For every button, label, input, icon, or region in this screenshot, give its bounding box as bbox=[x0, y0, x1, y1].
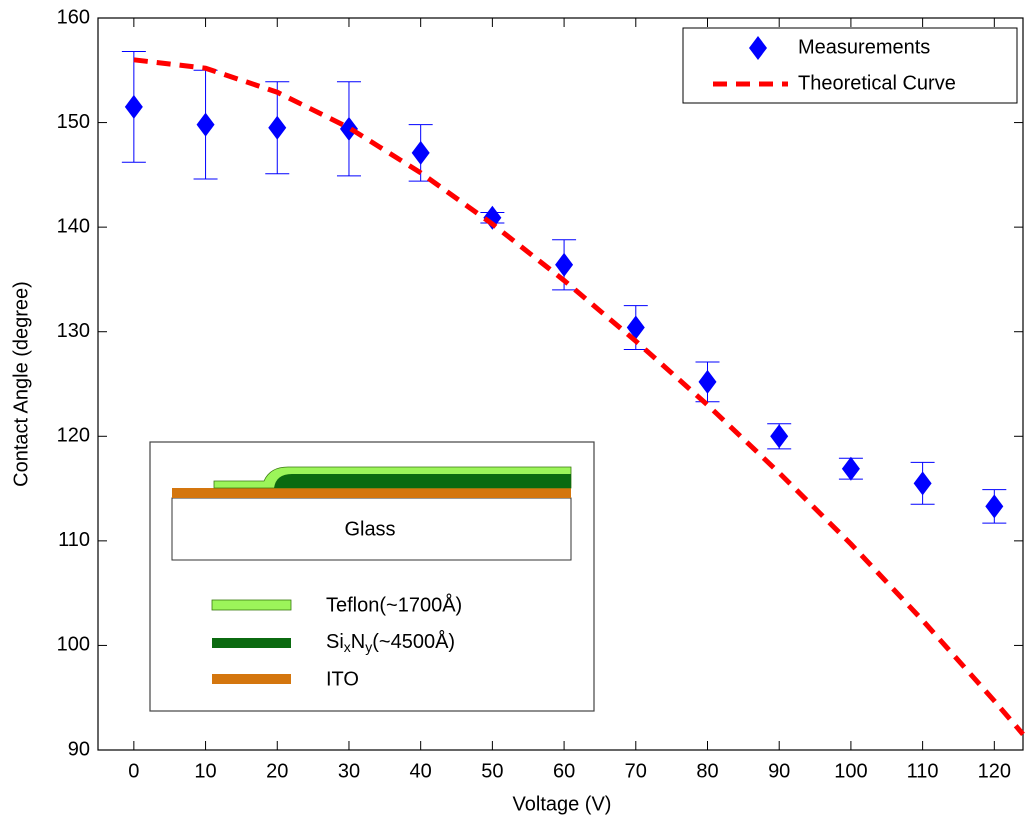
marker bbox=[841, 456, 860, 481]
x-tick-label: 50 bbox=[481, 760, 503, 782]
label-part: Si bbox=[326, 631, 344, 653]
label-part: N bbox=[351, 631, 365, 653]
y-tick-label: 160 bbox=[57, 6, 90, 28]
marker bbox=[555, 252, 574, 277]
marker bbox=[698, 369, 717, 394]
y-tick-label: 150 bbox=[57, 111, 90, 133]
legend-label: Theoretical Curve bbox=[798, 72, 956, 94]
x-tick-label: 100 bbox=[834, 760, 867, 782]
y-tick-label: 90 bbox=[68, 738, 90, 760]
y-tick-label: 110 bbox=[58, 529, 90, 551]
marker bbox=[626, 315, 645, 340]
plot-frame bbox=[97, 17, 1024, 751]
label-part: (~4500Å) bbox=[372, 630, 455, 653]
x-tick-label: 110 bbox=[907, 760, 939, 782]
x-tick-label: 40 bbox=[410, 760, 432, 782]
x-tick-label: 30 bbox=[338, 760, 360, 782]
teflon-swatch bbox=[211, 599, 292, 611]
ito-swatch bbox=[212, 674, 291, 684]
x-tick-label: 70 bbox=[625, 760, 647, 782]
legend-box bbox=[682, 27, 1018, 104]
label-sub: x bbox=[344, 639, 351, 655]
y-tick-label: 100 bbox=[57, 634, 90, 656]
marker bbox=[196, 112, 215, 137]
x-tick-label: 0 bbox=[128, 760, 139, 782]
theory-curve bbox=[133, 57, 1025, 736]
legend-marker bbox=[749, 36, 767, 60]
y-tick-label: 120 bbox=[57, 425, 90, 447]
marker bbox=[268, 115, 287, 140]
marker bbox=[339, 116, 358, 141]
teflon-label: Teflon(~1700Å) bbox=[326, 593, 462, 616]
marker bbox=[985, 494, 1004, 519]
marker bbox=[770, 424, 789, 449]
marker bbox=[124, 94, 143, 119]
ito-layer bbox=[172, 488, 571, 498]
ito-label: ITO bbox=[326, 668, 359, 690]
legend-label: Measurements bbox=[798, 36, 930, 58]
x-axis-label: Voltage (V) bbox=[513, 793, 612, 815]
x-tick-label: 90 bbox=[768, 760, 790, 782]
x-tick-label: 20 bbox=[266, 760, 288, 782]
glass-layer bbox=[171, 497, 572, 561]
x-tick-label: 120 bbox=[978, 760, 1011, 782]
sinx-layer bbox=[274, 474, 571, 488]
marker bbox=[913, 471, 932, 496]
y-tick-label: 130 bbox=[57, 320, 90, 342]
x-tick-label: 10 bbox=[194, 760, 216, 782]
marker bbox=[411, 140, 430, 165]
y-axis-label: Contact Angle (degree) bbox=[10, 281, 32, 487]
x-tick-label: 60 bbox=[553, 760, 575, 782]
inset-diagram: Glass Teflon(~1700Å) SixNy(~4500Å) ITO bbox=[149, 441, 595, 712]
sinx-label: SixNy(~4500Å) bbox=[326, 630, 455, 654]
label-sub: y bbox=[365, 639, 372, 655]
sinx-swatch bbox=[212, 638, 291, 648]
glass-label: Glass bbox=[344, 518, 395, 540]
y-tick-label: 140 bbox=[57, 215, 90, 237]
x-tick-label: 80 bbox=[696, 760, 718, 782]
